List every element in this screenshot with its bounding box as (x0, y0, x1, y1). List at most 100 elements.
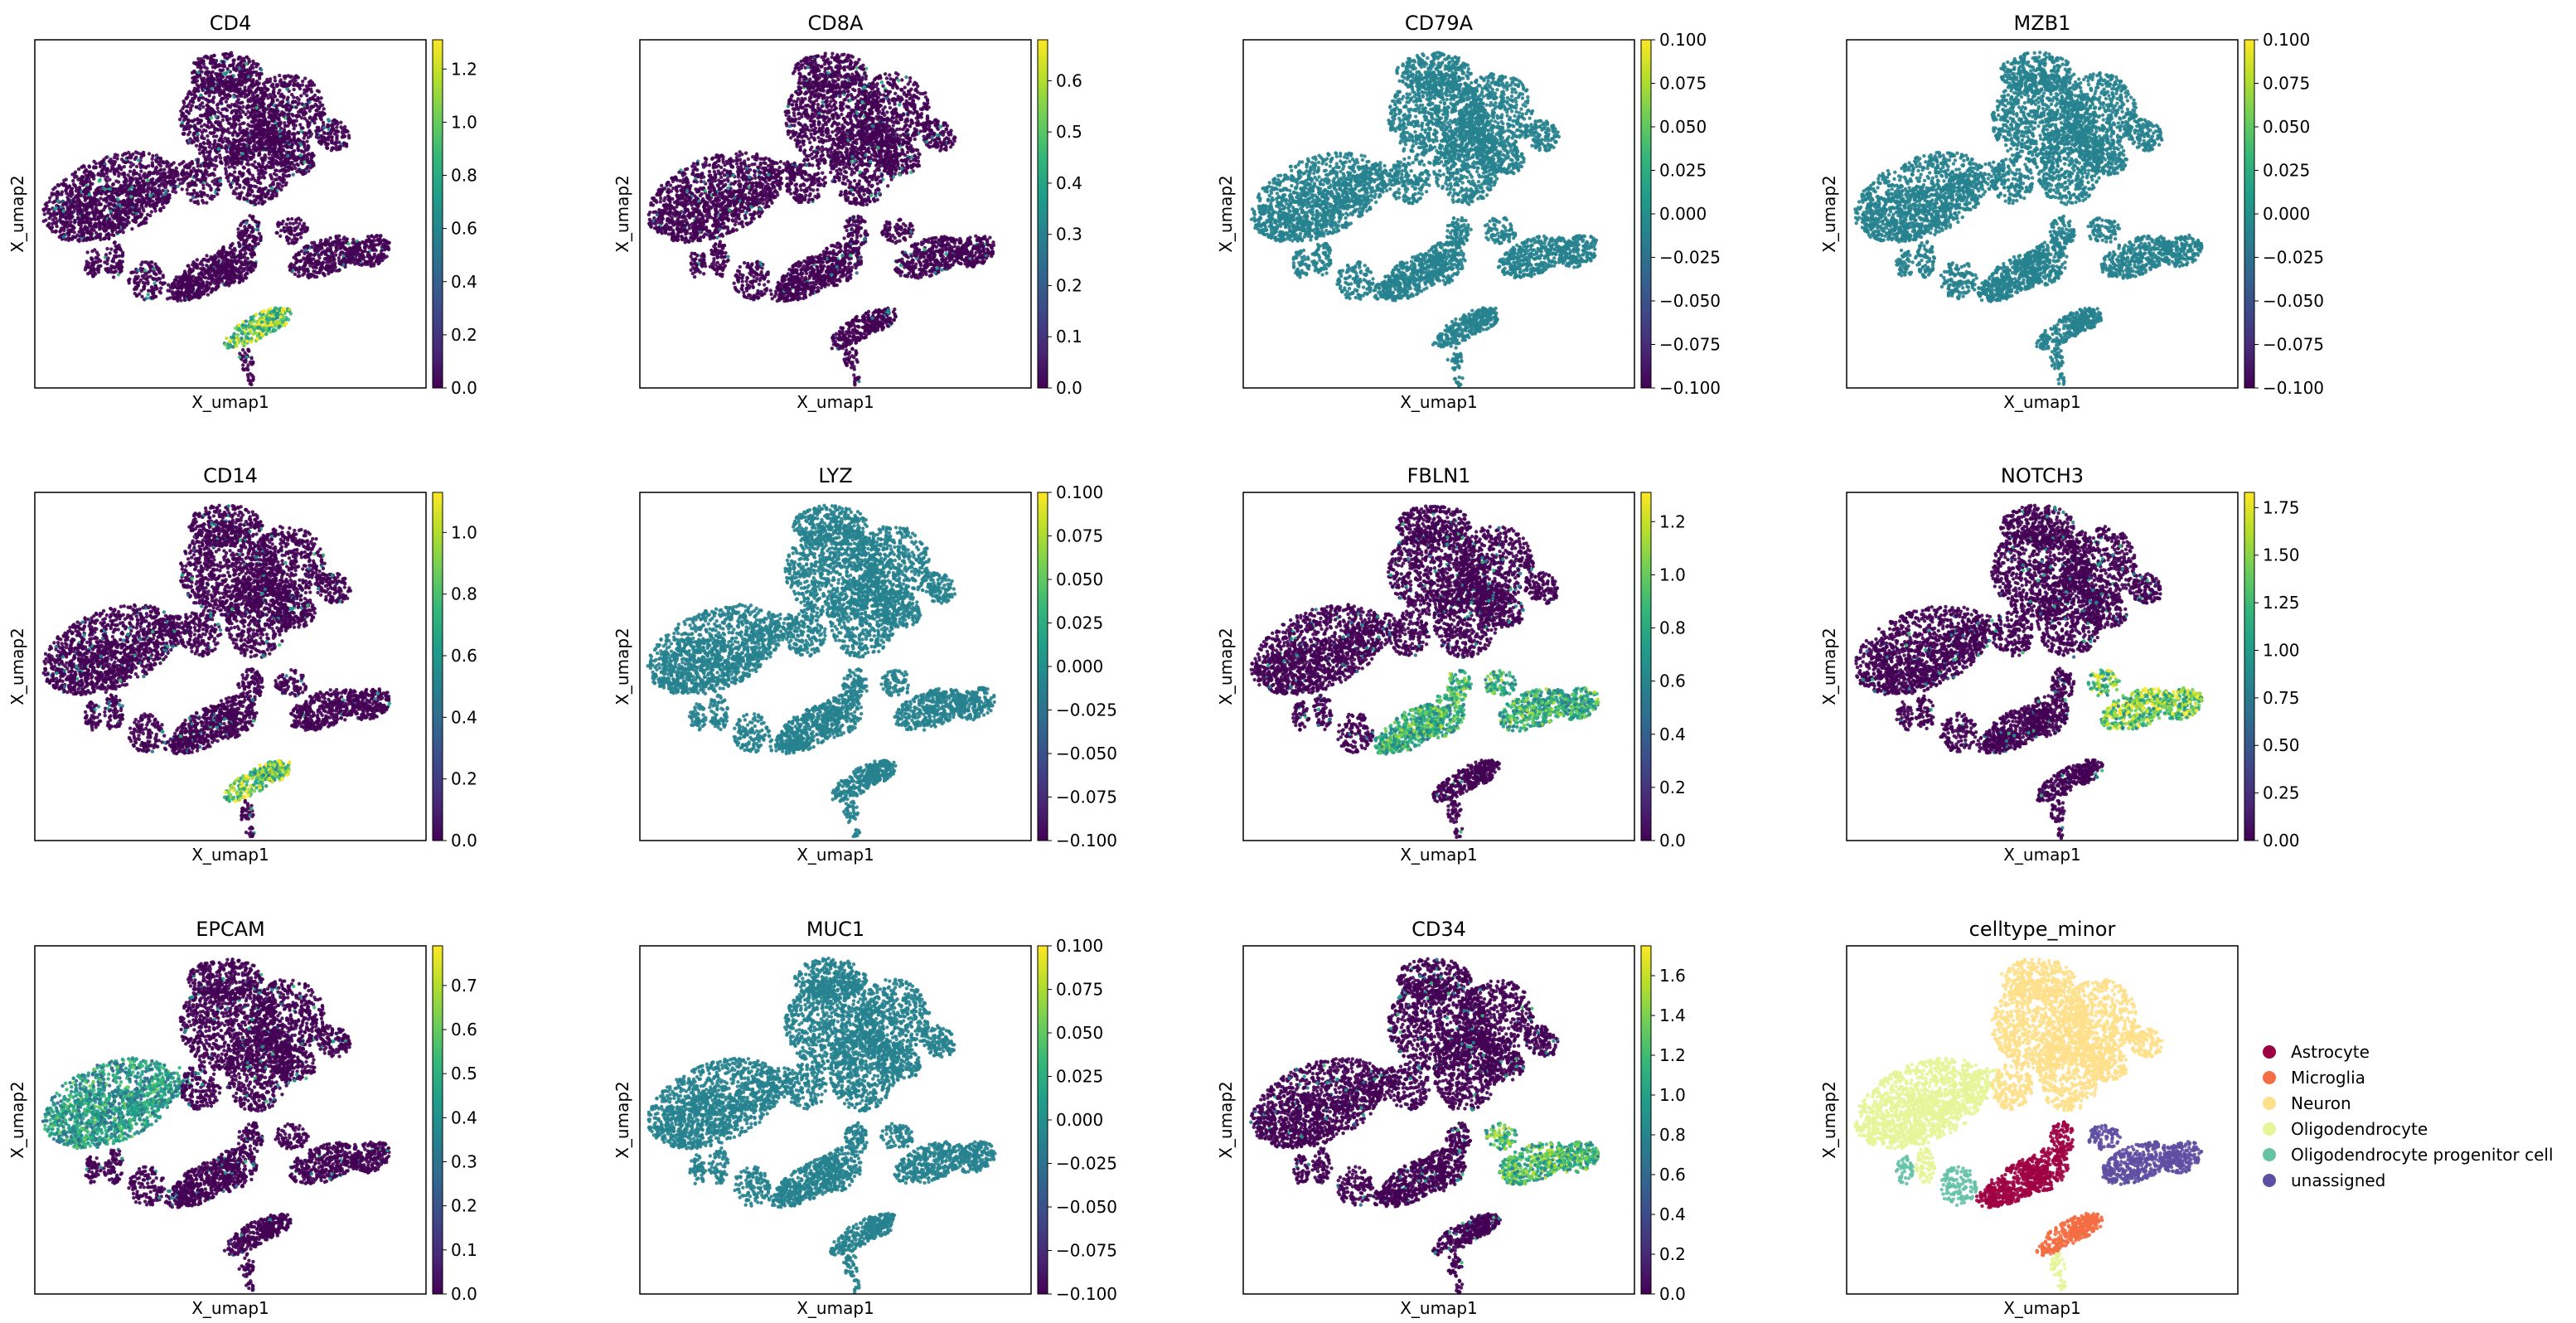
colorbar-tick-label: 0.4 (451, 1107, 477, 1127)
colorbar-tick-label: 0.050 (1659, 117, 1707, 137)
x-axis-label: X_umap1 (1400, 392, 1478, 412)
colorbar-tick-label: 1.0 (1659, 565, 1686, 584)
colorbar-tick-label: 0.00 (2263, 831, 2300, 850)
scatter-points (1853, 51, 2203, 386)
scatter-points (42, 504, 392, 839)
y-axis-label: X_umap2 (7, 628, 27, 705)
panel-title: MUC1 (806, 918, 864, 941)
colorbar-tick-label: 0.8 (451, 584, 477, 604)
colorbar-tick-label: 0.000 (1056, 1110, 1103, 1130)
colorbar-tick-label: 0.6 (451, 646, 477, 666)
umap-panel-mzb1: MZB1X_umap1X_umap2−0.100−0.075−0.050−0.0… (1819, 12, 2324, 412)
legend-label: Microglia (2291, 1068, 2365, 1088)
colorbar-tick-label: 0.7 (451, 976, 477, 996)
y-axis-label: X_umap2 (1819, 628, 1839, 705)
colorbar-tick-label: 0.2 (451, 769, 477, 789)
colorbar-tick-label: 0.4 (451, 707, 477, 727)
colorbar (2244, 40, 2254, 388)
colorbar-tick-label: 0.3 (1056, 225, 1082, 245)
colorbar-tick-label: 0.100 (2263, 30, 2310, 50)
panel-title: NOTCH3 (2001, 464, 2084, 487)
colorbar-tick-label: 0.8 (1659, 618, 1686, 638)
legend-marker (2263, 1097, 2276, 1110)
colorbar-tick-label: 0.000 (1659, 204, 1707, 224)
colorbar-tick-label: 0.025 (1056, 1067, 1103, 1087)
colorbar-tick-label: −0.075 (1659, 335, 1721, 355)
scatter-points (41, 51, 391, 387)
umap-panel-cd79a: CD79AX_umap1X_umap2−0.100−0.075−0.050−0.… (1216, 12, 1721, 412)
colorbar-tick-label: 0.4 (1659, 724, 1686, 744)
colorbar-tick-label: −0.025 (1659, 248, 1721, 268)
legend-label: Oligodendrocyte (2291, 1119, 2428, 1139)
colorbar (1641, 492, 1651, 841)
colorbar-tick-label: 0.100 (1056, 936, 1103, 956)
colorbar-tick-label: −0.050 (1056, 1197, 1117, 1217)
colorbar-tick-label: −0.050 (1659, 291, 1721, 311)
colorbar-tick-label: −0.100 (1056, 1284, 1117, 1304)
scatter-points (647, 51, 996, 386)
legend-marker (2263, 1174, 2276, 1187)
colorbar-tick-label: 1.6 (1659, 966, 1686, 986)
legend: AstrocyteMicrogliaNeuronOligodendrocyteO… (2263, 1042, 2554, 1190)
umap-panel-notch3: NOTCH3X_umap1X_umap20.000.250.500.751.00… (1819, 464, 2300, 865)
x-axis-label: X_umap1 (2003, 1298, 2081, 1318)
colorbar (1038, 492, 1048, 841)
colorbar-tick-label: 1.2 (1659, 511, 1686, 531)
colorbar-tick-label: 0.8 (451, 166, 477, 186)
colorbar-tick-label: 0.2 (1659, 778, 1686, 797)
colorbar-tick-label: −0.075 (1056, 1241, 1117, 1261)
colorbar-tick-label: 1.4 (1659, 1006, 1686, 1025)
colorbar-tick-label: −0.100 (2263, 378, 2324, 398)
x-axis-label: X_umap1 (1400, 845, 1478, 865)
x-axis-label: X_umap1 (1400, 1298, 1478, 1318)
panel-title: FBLN1 (1407, 464, 1471, 487)
colorbar-tick-label: 1.0 (1659, 1085, 1686, 1105)
x-axis-label: X_umap1 (797, 1298, 874, 1318)
colorbar-tick-label: 0.6 (1659, 1165, 1686, 1185)
colorbar-tick-label: 1.00 (2263, 640, 2300, 660)
colorbar-tick-label: 0.1 (451, 1240, 477, 1260)
scatter-points (646, 504, 996, 839)
colorbar-tick-label: 0.075 (1056, 526, 1103, 546)
colorbar-tick-label: 0.050 (2263, 117, 2310, 137)
y-axis-label: X_umap2 (7, 1081, 27, 1159)
panel-title: LYZ (818, 464, 852, 487)
panel-title: CD8A (808, 12, 864, 35)
colorbar-tick-label: −0.050 (1056, 744, 1117, 763)
colorbar-tick-label: 0.025 (1659, 161, 1707, 181)
colorbar-tick-label: −0.050 (2263, 291, 2324, 311)
colorbar-tick-label: −0.100 (1056, 831, 1117, 850)
colorbar-tick-label: −0.025 (1056, 700, 1117, 720)
x-axis-label: X_umap1 (2003, 845, 2081, 865)
y-axis-label: X_umap2 (613, 628, 632, 705)
colorbar-tick-label: 0.000 (2263, 204, 2310, 224)
y-axis-label: X_umap2 (1216, 628, 1236, 705)
colorbar-tick-label: −0.075 (1056, 788, 1117, 807)
colorbar-tick-label: 1.0 (451, 522, 477, 542)
scatter-points (1854, 957, 2204, 1291)
colorbar-tick-label: 0.2 (1659, 1244, 1686, 1264)
colorbar-tick-label: −0.100 (1659, 378, 1721, 398)
colorbar-tick-label: 0.6 (451, 1020, 477, 1040)
x-axis-label: X_umap1 (191, 1298, 269, 1318)
colorbar-tick-label: 0.5 (1056, 122, 1082, 142)
colorbar-tick-label: 1.25 (2263, 593, 2300, 613)
x-axis-label: X_umap1 (2003, 392, 2081, 412)
legend-label: Astrocyte (2291, 1042, 2370, 1062)
colorbar-tick-label: 0.0 (451, 378, 477, 398)
colorbar (433, 492, 443, 841)
panel-title: CD14 (203, 464, 258, 487)
colorbar-tick-label: −0.025 (1056, 1154, 1117, 1174)
colorbar-tick-label: −0.025 (2263, 248, 2324, 268)
colorbar-tick-label: 0.4 (1659, 1204, 1686, 1224)
colorbar-tick-label: 0.0 (1659, 1284, 1686, 1304)
colorbar-tick-label: 0.000 (1056, 657, 1103, 676)
colorbar (1038, 40, 1048, 388)
panel-title: EPCAM (196, 918, 265, 941)
legend-label: Oligodendrocyte progenitor cell (2291, 1145, 2554, 1165)
legend-marker (2263, 1071, 2276, 1084)
colorbar-tick-label: 0.50 (2263, 735, 2300, 755)
colorbar-tick-label: 0.6 (1659, 671, 1686, 691)
